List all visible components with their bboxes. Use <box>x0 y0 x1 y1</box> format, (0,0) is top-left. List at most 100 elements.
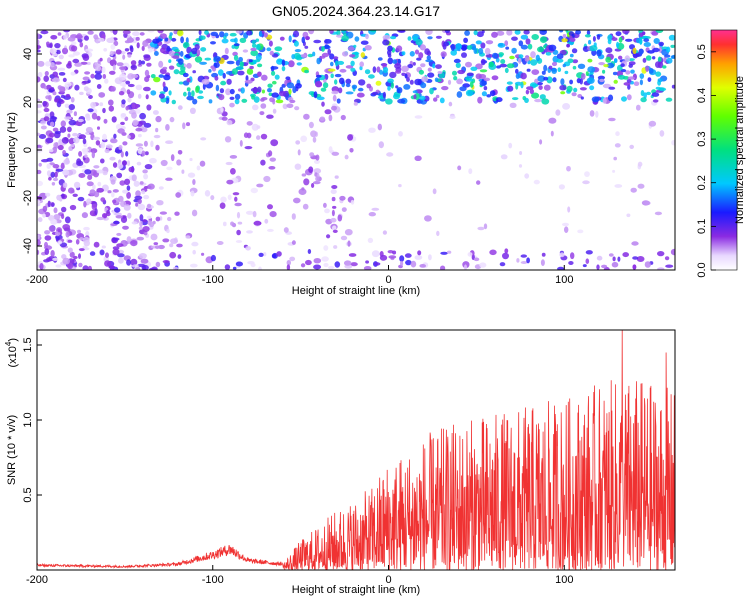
spectrogram-cell <box>50 219 58 225</box>
spectrogram-cell <box>446 250 452 254</box>
spectrogram-cell <box>144 69 150 77</box>
spectrogram-cell <box>324 208 330 214</box>
spectrogram-cell <box>270 139 279 147</box>
spectrogram-cell <box>144 151 149 156</box>
snr-series-line <box>37 330 675 570</box>
spectrogram-cell <box>333 56 339 60</box>
spectrogram-cell <box>61 193 65 199</box>
spectrogram-x-tick-label: 100 <box>555 274 573 286</box>
spectrogram-cell <box>504 67 509 74</box>
spectrogram-cell <box>108 265 116 269</box>
spectrogram-cell <box>234 93 241 100</box>
spectrogram-cell <box>662 65 667 69</box>
spectrogram-cell <box>126 185 131 191</box>
spectrogram-cell <box>345 83 351 88</box>
spectrogram-cell <box>173 69 180 75</box>
spectrogram-cell <box>412 90 418 94</box>
spectrogram-cell <box>559 30 564 33</box>
spectrogram-cell <box>577 229 584 234</box>
spectrogram-cell <box>91 112 98 120</box>
colorbar: 0.0 0.1 0.2 0.3 0.4 0.5 Normalized spectral a… <box>696 29 746 278</box>
spectrogram-cell <box>258 252 264 257</box>
spectrogram-cell <box>508 142 513 149</box>
spectrogram-cell <box>234 98 240 105</box>
spectrogram-cell <box>162 66 168 70</box>
spectrogram-cell <box>66 262 74 270</box>
spectrogram-cell <box>210 31 218 37</box>
spectrogram-cell <box>368 74 375 79</box>
spectrogram-cell <box>102 74 107 79</box>
spectrogram-cell <box>167 216 172 222</box>
spectrogram-cell <box>326 234 331 239</box>
spectrogram-cell <box>331 151 340 156</box>
spectrogram-cell <box>283 227 289 233</box>
spectrogram-cell <box>186 62 192 69</box>
spectrogram-cell <box>267 88 272 93</box>
spectrogram-cell <box>225 88 232 96</box>
colorbar-tick-label: 0.2 <box>696 175 708 190</box>
spectrogram-cell <box>300 54 307 58</box>
spectrogram-cell <box>562 103 571 110</box>
spectrogram-cell <box>491 75 499 81</box>
spectrogram-cell <box>213 62 220 68</box>
spectrogram-cell <box>95 39 100 44</box>
spectrogram-cell <box>178 81 184 85</box>
spectrogram-cell <box>330 61 334 67</box>
spectrogram-cell <box>291 54 296 60</box>
spectrogram-cell <box>520 72 527 80</box>
spectrogram-cell <box>483 223 488 230</box>
spectrogram-cell <box>605 47 613 54</box>
spectrogram-cell <box>409 51 415 57</box>
spectrogram-cell <box>166 166 173 171</box>
spectrogram-cell <box>334 73 342 78</box>
spectrogram-cell <box>215 84 220 92</box>
spectrogram-cell <box>632 47 637 54</box>
spectrogram-cell <box>131 264 139 268</box>
snr-y-tick-label: 1.5 <box>22 337 34 352</box>
spectrogram-cell <box>37 98 41 102</box>
spectrogram-cell <box>625 70 631 75</box>
spectrogram-cell <box>624 55 630 63</box>
spectrogram-cell <box>599 78 605 83</box>
spectrogram-cell <box>322 82 329 89</box>
spectrogram-cell <box>153 134 161 139</box>
spectrogram-cell <box>520 44 529 50</box>
spectrogram-cell <box>395 85 399 89</box>
spectrogram-cell <box>62 257 70 265</box>
spectrogram-cell <box>515 83 519 90</box>
spectrogram-cell <box>104 148 110 154</box>
spectrogram-cell <box>615 31 622 37</box>
spectrogram-cell <box>664 256 670 261</box>
spectrogram-cell <box>50 250 55 257</box>
spectrogram-cell <box>313 91 318 99</box>
spectrogram-cell <box>140 127 148 133</box>
spectrogram-cell <box>627 84 631 90</box>
spectrogram-cell <box>491 31 498 38</box>
spectrogram-cell <box>138 253 147 259</box>
spectrogram-cell <box>85 115 91 121</box>
spectrogram-cell <box>419 95 426 101</box>
spectrogram-cell <box>586 77 595 84</box>
spectrogram-cell <box>201 252 205 256</box>
spectrogram-cell <box>531 92 540 99</box>
spectrogram-cell <box>162 260 170 264</box>
spectrogram-cell <box>620 63 625 67</box>
spectrogram-cell <box>77 118 84 123</box>
spectrogram-cell <box>214 75 219 81</box>
spectrogram-cell <box>564 70 569 75</box>
spectrogram-cell <box>397 88 401 93</box>
spectrogram-cell <box>321 256 329 262</box>
spectrogram-cell <box>617 256 621 262</box>
spectrogram-cell <box>562 34 567 38</box>
spectrogram-cell <box>543 64 548 72</box>
spectrogram-cell <box>666 46 671 53</box>
spectrogram-cell <box>210 41 216 45</box>
spectrogram-cell <box>379 254 388 261</box>
spectrogram-cell <box>251 95 255 100</box>
spectrogram-cell <box>261 97 268 101</box>
spectrogram-cell <box>657 267 665 270</box>
spectrogram-cell <box>141 190 146 195</box>
spectrogram-cell <box>68 119 77 126</box>
snr-frame <box>36 329 676 571</box>
spectrogram-cell <box>82 138 87 145</box>
